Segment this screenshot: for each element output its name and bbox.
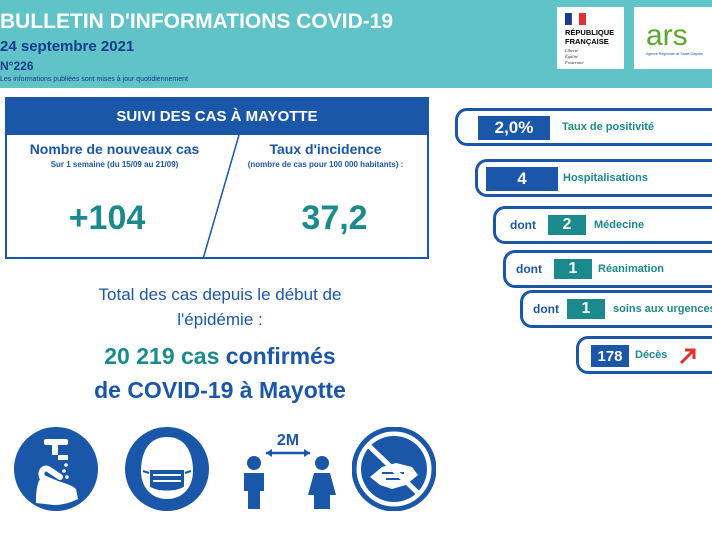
medecine-label: Médecine	[594, 219, 645, 231]
reanimation-label: Réanimation	[598, 263, 665, 275]
distance-label: 2M	[277, 432, 299, 449]
republique-francaise-logo: RÉPUBLIQUE FRANÇAISE Liberté Égalité Fra…	[557, 7, 624, 69]
distancing-icon: 2M	[232, 427, 344, 511]
no-handshake-icon	[351, 426, 437, 512]
trend-up-arrow-icon	[679, 348, 696, 365]
medecine-value: 2	[548, 215, 586, 235]
new-cases-title: Nombre de nouveaux cas	[29, 141, 200, 157]
hand-washing-icon	[14, 427, 98, 511]
face-mask-icon	[125, 427, 209, 511]
rf-line-1: RÉPUBLIQUE	[565, 28, 614, 37]
bulletin-title: BULLETIN D'INFORMATIONS COVID-19	[0, 10, 394, 33]
reanimation-dont: dont	[516, 262, 542, 276]
panel-divider	[202, 135, 240, 259]
hospitalisations-label: Hospitalisations	[563, 172, 648, 184]
rf-line-2: FRANÇAISE	[565, 37, 609, 46]
cases-panel: SUIVI DES CAS À MAYOTTE Nombre de nouvea…	[5, 97, 429, 259]
total-intro: Total des cas depuis le début de l'épidé…	[60, 282, 380, 332]
reanimation-value: 1	[554, 259, 592, 279]
rf-motto-1: Liberté	[564, 48, 579, 53]
medecine-dont: dont	[510, 218, 536, 232]
incidence-block: Taux d'incidence (nombre de cas pour 100…	[223, 141, 428, 169]
deces-value: 178	[591, 345, 629, 367]
deces-pill: 178 Décès	[576, 336, 712, 374]
total-confirmed: confirmés	[225, 343, 336, 369]
rf-motto-3: Fraternité	[564, 60, 584, 65]
rf-motto-2: Égalité	[564, 54, 579, 59]
header-banner: BULLETIN D'INFORMATIONS COVID-19 24 sept…	[0, 0, 712, 88]
total-line-1: Total des cas depuis le début de	[98, 285, 342, 304]
total-cases: 20 219 cas confirmés de COVID-19 à Mayot…	[40, 339, 400, 407]
total-count: 20 219 cas	[104, 343, 220, 369]
ars-logo-sub: Agence Régionale de Santé Mayotte	[646, 52, 703, 56]
bulletin-number: N°226	[0, 59, 34, 73]
medecine-pill: dont 2 Médecine	[493, 206, 712, 244]
total-line-2: l'épidémie :	[177, 310, 263, 329]
incidence-value: 37,2	[301, 199, 368, 237]
incidence-sub: (nombre de cas pour 100 000 habitants) :	[247, 160, 404, 169]
positivity-label: Taux de positivité	[562, 121, 655, 133]
new-cases-block: Nombre de nouveaux cas Sur 1 semaine (du…	[7, 141, 222, 169]
deces-label: Décès	[635, 349, 668, 361]
urgences-dont: dont	[533, 302, 559, 316]
new-cases-period: Sur 1 semaine (du 15/09 au 21/09)	[50, 160, 179, 169]
hospitalisations-value: 4	[486, 167, 558, 191]
positivity-pill: 2,0% Taux de positivité	[455, 108, 712, 146]
bulletin-date: 24 septembre 2021	[0, 38, 135, 55]
panel-heading: SUIVI DES CAS À MAYOTTE	[7, 99, 427, 135]
urgences-label: soins aux urgences	[613, 303, 712, 315]
bulletin-note: Les informations publiées sont mises à j…	[0, 76, 188, 83]
incidence-title: Taux d'incidence	[269, 141, 382, 157]
positivity-value: 2,0%	[478, 116, 550, 140]
hospitalisations-pill: 4 Hospitalisations	[475, 159, 712, 197]
urgences-pill: dont 1 soins aux urgences	[520, 290, 712, 328]
urgences-value: 1	[567, 299, 605, 319]
ars-logo-text: ars	[646, 19, 688, 52]
total-line-4: de COVID-19 à Mayotte	[94, 377, 346, 403]
ars-logo: ars Agence Régionale de Santé Mayotte	[634, 7, 712, 69]
reanimation-pill: dont 1 Réanimation	[503, 250, 712, 288]
new-cases-value: +104	[68, 199, 146, 237]
